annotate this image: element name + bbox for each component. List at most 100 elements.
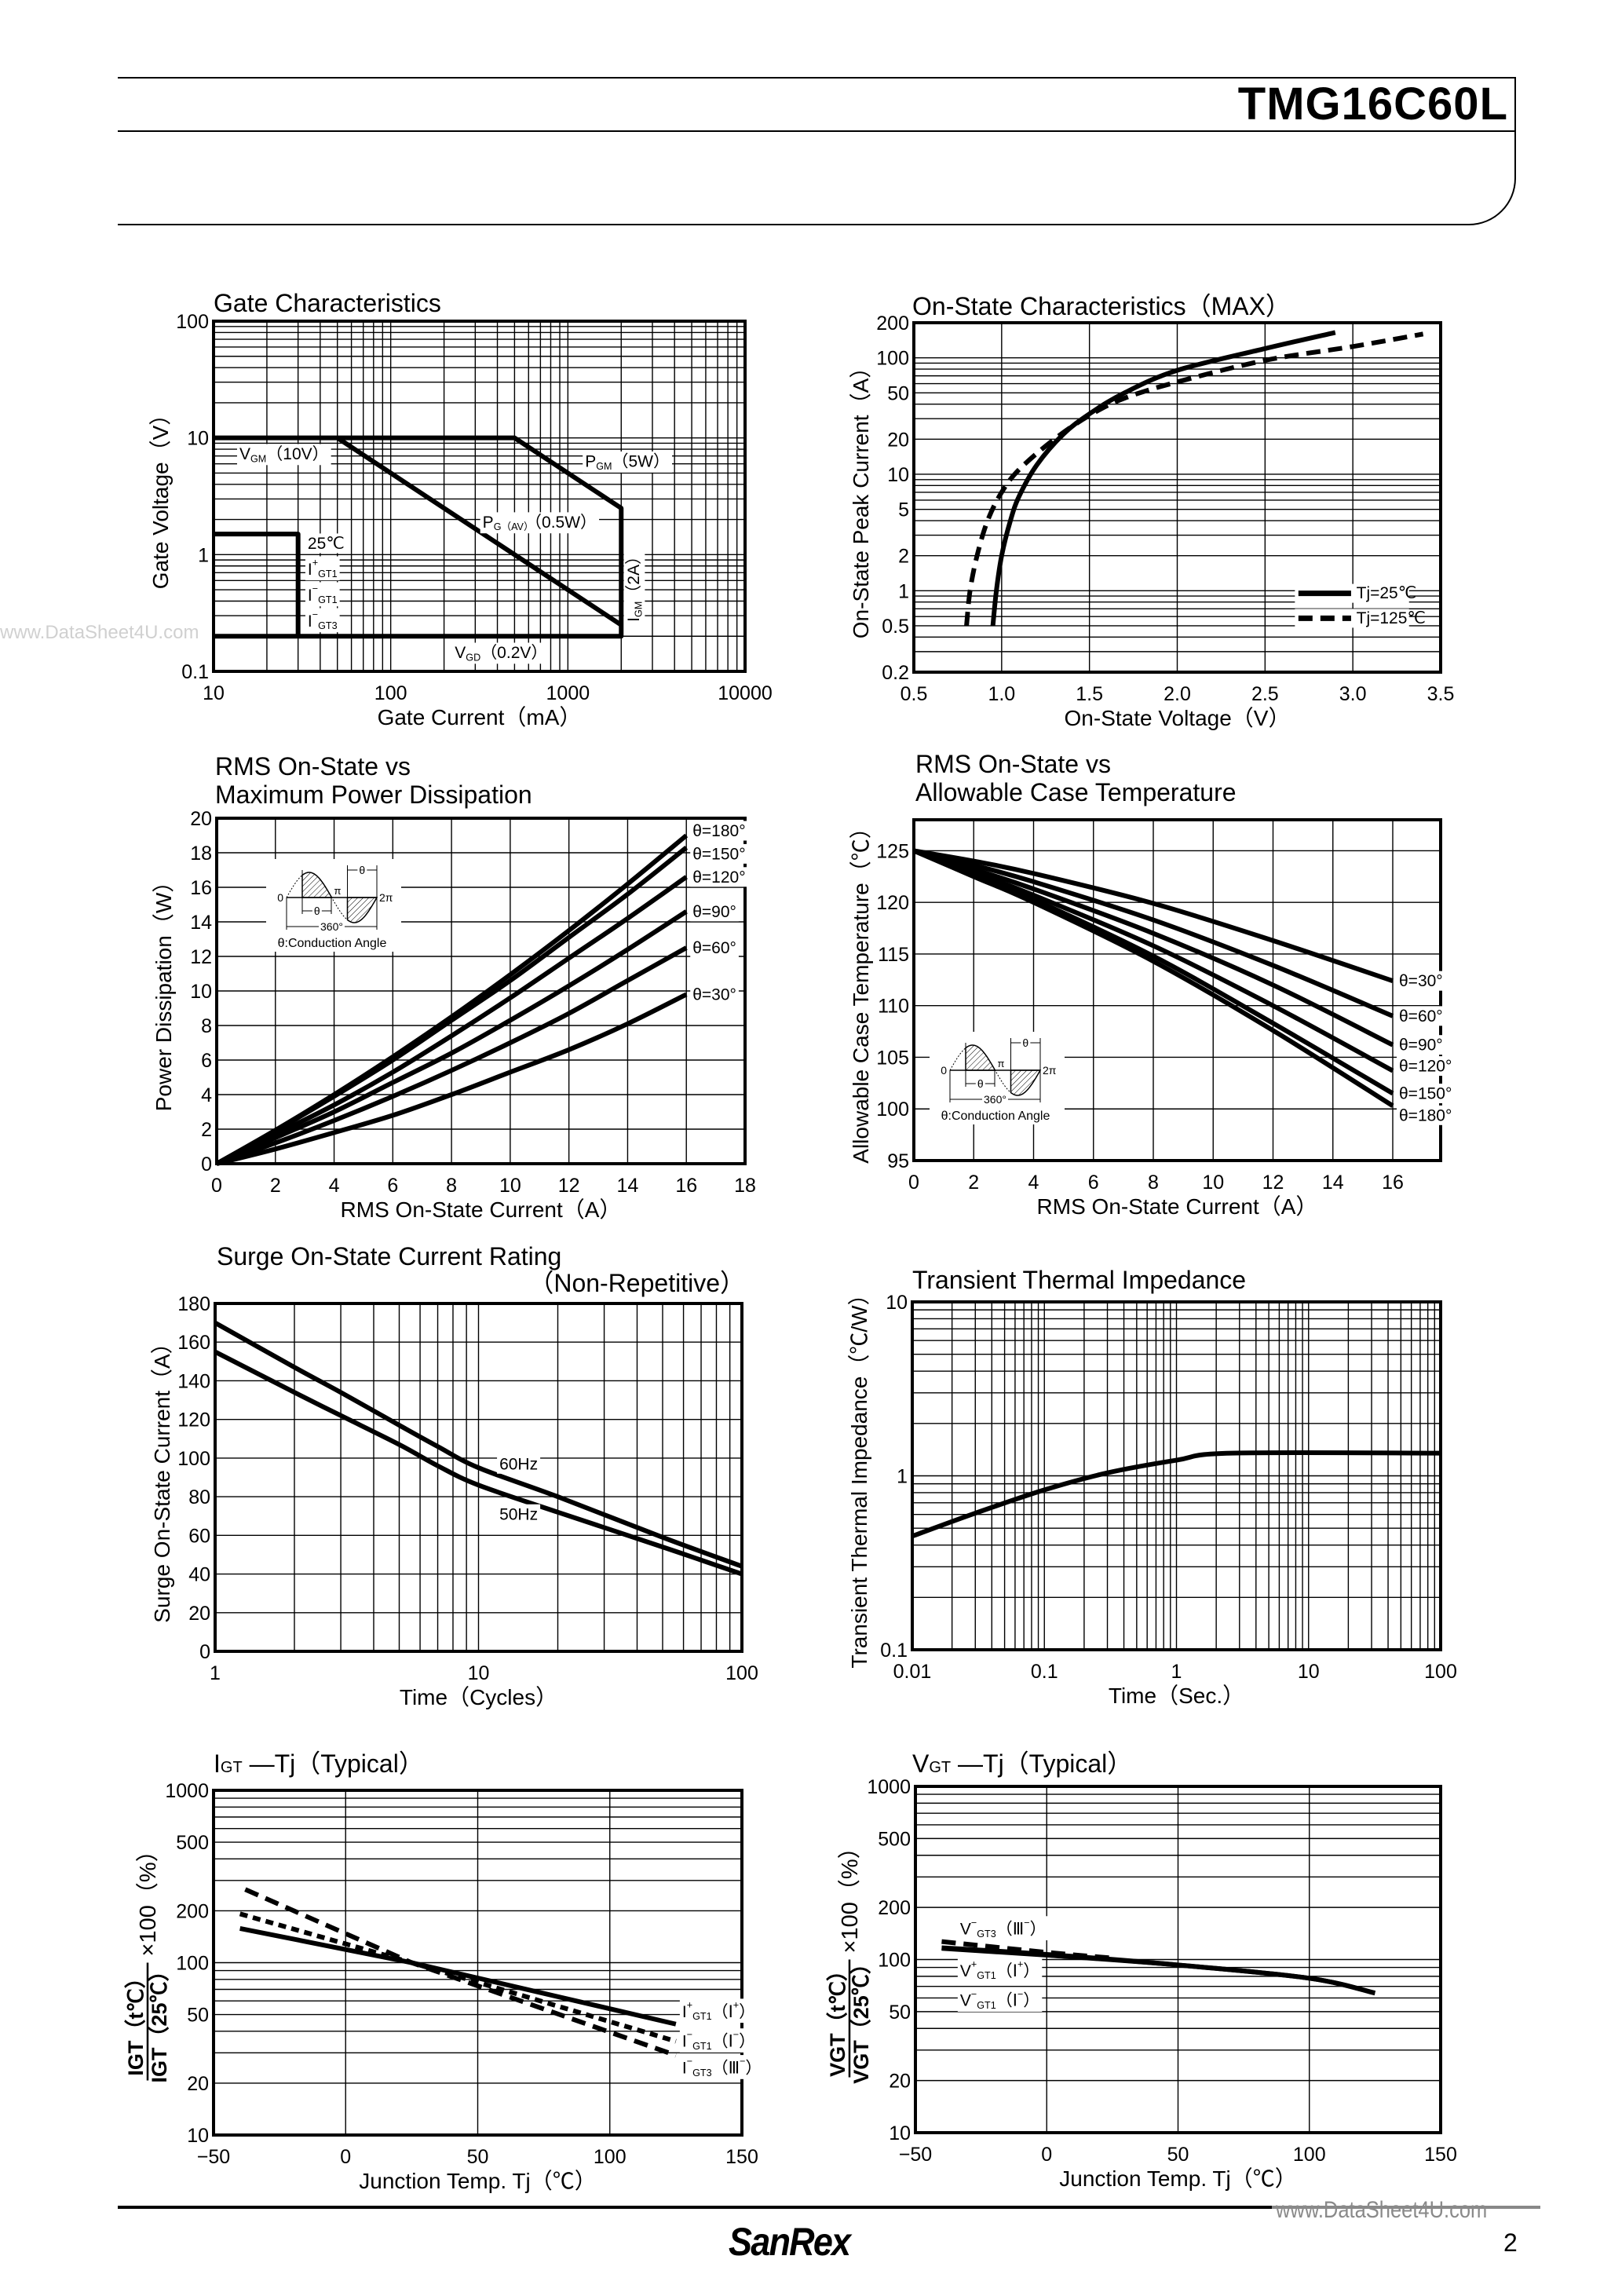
x-tick-label: 100	[374, 682, 407, 704]
x-tick-label: 2	[968, 1172, 979, 1194]
x-tick-label: 150	[725, 2146, 758, 2168]
label-background	[583, 451, 673, 473]
conduction-area	[965, 1044, 996, 1071]
y-tick-label: 100	[177, 1448, 210, 1470]
chart-0: VGM（10V） PGM（5W） PG（AV）（0.5W） IGM（2A） VGD（0.…	[148, 311, 773, 729]
label-background	[957, 1958, 1043, 1983]
x-tick-label: 1.0	[988, 683, 1015, 705]
y-tick-label: 50	[887, 382, 909, 404]
label-background	[957, 1916, 1049, 1940]
x-tick-label: 4	[1028, 1172, 1039, 1194]
y-tick-label: 10	[889, 2122, 911, 2144]
y-tick-label: 20	[889, 2071, 911, 2093]
x-tick-label: 150	[1424, 2144, 1457, 2166]
y-tick-label: 100	[876, 348, 909, 370]
y-axis-label: Power Dissipation（W）	[152, 871, 176, 1112]
series-line	[214, 1320, 743, 1569]
plot-area	[212, 1789, 743, 2137]
series-label: V−GT1（Ⅰ−）	[960, 1988, 1039, 2011]
series-label: θ=150°	[692, 845, 745, 863]
x-tick-label: 0	[340, 2146, 351, 2168]
series-label: θ=30°	[1399, 972, 1443, 990]
x-tick-label: −50	[197, 2146, 230, 2168]
chart-1: Tj=25℃Tj=125℃0.5 1.0 1.5 2.0 2.5 3.0 3.50.20.5…	[849, 313, 1454, 730]
conduction-area	[301, 872, 333, 898]
series-label: I−GT3（Ⅲ−）	[682, 2056, 762, 2078]
y-tick-label: 20	[187, 2073, 209, 2095]
y-tick-label: 16	[190, 877, 212, 899]
y-tick-label: 50	[889, 2002, 911, 2024]
label-background	[319, 919, 345, 934]
series-line	[964, 331, 1424, 627]
series-label: I−GT1（Ⅰ−）	[682, 2029, 755, 2052]
series-line	[913, 848, 1394, 984]
chart-title-gate-characteristics: Gate Characteristics	[214, 289, 441, 317]
x-tick-label: 2.0	[1164, 683, 1191, 705]
y-tick-label: 160	[177, 1332, 210, 1354]
inset-theta-label: θ	[359, 864, 365, 876]
series-line	[913, 848, 1394, 1047]
inset-period-label: 360°	[320, 920, 343, 933]
y-axis-label: IGT（t℃） IGT（25℃） ×100（%）	[124, 1839, 171, 2082]
x-tick-label: 6	[1088, 1172, 1099, 1194]
x-tick-label: 0	[908, 1172, 919, 1194]
x-tick-label: 14	[617, 1175, 639, 1197]
y-tick-label: 0	[201, 1153, 212, 1175]
series-line	[215, 846, 689, 1166]
title-part: V	[912, 1749, 930, 1778]
y-tick-label: 0.1	[181, 661, 209, 683]
y-label-factor: ×100（%）	[838, 1836, 863, 1953]
plot-area	[215, 817, 747, 1165]
y-tick-label: 4	[201, 1084, 212, 1106]
label-background	[497, 1504, 541, 1524]
chart-title-vgt-tj: VGT —Tj（Typical）	[912, 1749, 1132, 1782]
y-tick-label: 200	[176, 1900, 209, 1922]
y-tick-label: 180	[177, 1293, 210, 1315]
x-tick-label: 0.1	[1031, 1661, 1058, 1683]
conduction-area	[346, 897, 378, 923]
y-tick-label: 125	[876, 840, 909, 862]
y-tick-label: 8	[201, 1015, 212, 1037]
annotation-label: VGM（10V）	[239, 444, 329, 464]
label-background	[305, 556, 340, 581]
x-tick-label: 1000	[546, 682, 590, 704]
y-tick-label: 80	[188, 1486, 210, 1508]
chart-title-thermal-impedance: Transient Thermal Impedance	[912, 1266, 1247, 1294]
plot-area	[212, 320, 747, 673]
inset-theta-label: θ	[1022, 1036, 1028, 1049]
inset-2pi-label: 2π	[1043, 1064, 1057, 1077]
label-background	[312, 904, 322, 918]
series-label: θ=120°	[1399, 1057, 1452, 1075]
y-tick-label: 6	[201, 1050, 212, 1072]
series-label: θ=90°	[1399, 1036, 1443, 1054]
y-tick-label: 120	[177, 1409, 210, 1431]
y-tick-label: 0.1	[880, 1640, 908, 1662]
series-line	[911, 1450, 1441, 1539]
y-tick-label: 500	[878, 1828, 911, 1850]
series-line	[913, 848, 1394, 1018]
series-label: I+GT1（Ⅰ+）	[682, 1999, 755, 2022]
chart-subtitle-surge-current: （Non-Repetitive）	[528, 1269, 745, 1297]
y-tick-label: 95	[887, 1150, 909, 1172]
y-tick-label: 2	[898, 546, 909, 568]
x-tick-label: 8	[1148, 1172, 1159, 1194]
x-axis-label: On-State Voltage（V）	[1065, 706, 1291, 730]
x-tick-label: 4	[329, 1175, 340, 1197]
label-background	[1397, 1035, 1445, 1055]
inset-caption: θ:Conduction Angle	[941, 1110, 1050, 1123]
chart-title-case-temperature: RMS On-State vs Allowable Case Temperatu…	[915, 750, 1237, 806]
y-tick-label: 1000	[165, 1780, 209, 1802]
series-line	[216, 992, 688, 1166]
label-background	[1397, 1006, 1445, 1026]
x-tick-label: 100	[1293, 2144, 1326, 2166]
label-background	[679, 2055, 765, 2079]
label-background	[1021, 1036, 1031, 1050]
chart-title-igt-tj: IGT —Tj（Typical）	[214, 1749, 424, 1782]
series-line	[244, 1887, 677, 2058]
x-tick-label: 50	[1167, 2144, 1189, 2166]
series-line	[214, 532, 301, 637]
title-part: —Tj（Typical）	[951, 1749, 1133, 1778]
series-line	[941, 1946, 1376, 1996]
header-frame	[118, 77, 1516, 225]
label-background	[690, 901, 739, 922]
